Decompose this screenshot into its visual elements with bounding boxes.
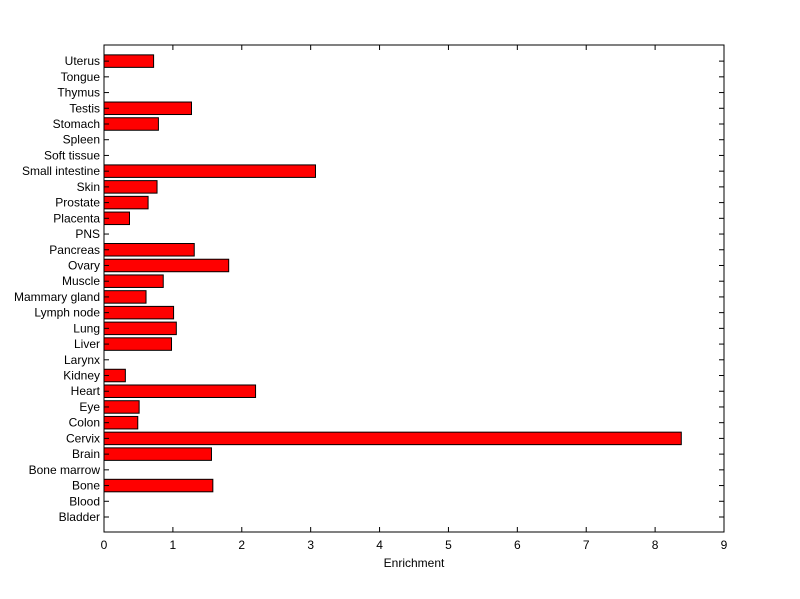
y-tick-label-stomach: Stomach bbox=[53, 117, 100, 131]
y-tick-label-thymus: Thymus bbox=[57, 86, 100, 100]
bar-small-intestine bbox=[103, 164, 316, 178]
y-tick-label-prostate: Prostate bbox=[55, 196, 100, 210]
y-tick-label-pancreas: Pancreas bbox=[49, 243, 100, 257]
y-tick-label-placenta: Placenta bbox=[53, 211, 100, 225]
x-axis-label: Enrichment bbox=[384, 556, 445, 570]
y-tick-label-pns: PNS bbox=[75, 227, 100, 241]
x-tick-label-9: 9 bbox=[721, 538, 728, 552]
y-tick-label-cervix: Cervix bbox=[66, 431, 100, 445]
y-tick-label-colon: Colon bbox=[69, 416, 100, 430]
bar-uterus bbox=[103, 54, 155, 68]
y-tick-label-heart: Heart bbox=[71, 384, 101, 398]
bar-colon bbox=[103, 415, 139, 430]
y-tick-label-small-intestine: Small intestine bbox=[22, 164, 100, 178]
bar-skin bbox=[103, 180, 158, 194]
y-tick-label-bone: Bone bbox=[72, 479, 100, 493]
bar-brain bbox=[103, 447, 212, 461]
y-tick-label-lymph-node: Lymph node bbox=[34, 306, 100, 320]
bar-prostate bbox=[103, 195, 149, 210]
bar-lung bbox=[103, 321, 177, 336]
bar-mammary-gland bbox=[103, 290, 147, 304]
y-tick-label-lung: Lung bbox=[73, 321, 100, 335]
y-tick-label-blood: Blood bbox=[69, 494, 100, 508]
y-tick-label-skin: Skin bbox=[77, 180, 100, 194]
y-tick-label-testis: Testis bbox=[69, 101, 100, 115]
y-tick-label-liver: Liver bbox=[74, 337, 100, 351]
x-tick-label-0: 0 bbox=[101, 538, 108, 552]
x-tick-label-6: 6 bbox=[514, 538, 521, 552]
bar-testis bbox=[103, 101, 192, 116]
y-tick-label-larynx: Larynx bbox=[64, 353, 100, 367]
bar-muscle bbox=[103, 274, 164, 288]
bar-eye bbox=[103, 400, 140, 414]
y-tick-label-eye: Eye bbox=[79, 400, 100, 414]
y-tick-label-bladder: Bladder bbox=[59, 510, 100, 524]
bar-liver bbox=[103, 337, 173, 351]
y-tick-label-brain: Brain bbox=[72, 447, 100, 461]
bar-lymph-node bbox=[103, 305, 175, 320]
y-tick-label-mammary-gland: Mammary gland bbox=[14, 290, 100, 304]
bar-stomach bbox=[103, 117, 159, 131]
bar-bone bbox=[103, 478, 214, 493]
x-tick-label-1: 1 bbox=[170, 538, 177, 552]
y-tick-label-kidney: Kidney bbox=[63, 369, 100, 383]
y-tick-label-spleen: Spleen bbox=[63, 133, 100, 147]
bar-pancreas bbox=[103, 243, 195, 257]
y-tick-label-muscle: Muscle bbox=[62, 274, 100, 288]
plot-frame bbox=[103, 44, 725, 533]
y-tick-label-uterus: Uterus bbox=[65, 54, 100, 68]
x-tick-label-5: 5 bbox=[445, 538, 452, 552]
x-tick-label-2: 2 bbox=[238, 538, 245, 552]
x-tick-label-3: 3 bbox=[307, 538, 314, 552]
bar-heart bbox=[103, 384, 257, 398]
y-tick-label-bone-marrow: Bone marrow bbox=[29, 463, 101, 477]
y-tick-label-soft-tissue: Soft tissue bbox=[44, 148, 100, 162]
bar-ovary bbox=[103, 258, 230, 273]
x-tick-label-8: 8 bbox=[652, 538, 659, 552]
y-tick-label-ovary: Ovary bbox=[68, 258, 100, 272]
x-tick-label-4: 4 bbox=[376, 538, 383, 552]
bar-cervix bbox=[103, 431, 682, 446]
x-tick-label-7: 7 bbox=[583, 538, 590, 552]
y-tick-label-tongue: Tongue bbox=[61, 70, 101, 84]
